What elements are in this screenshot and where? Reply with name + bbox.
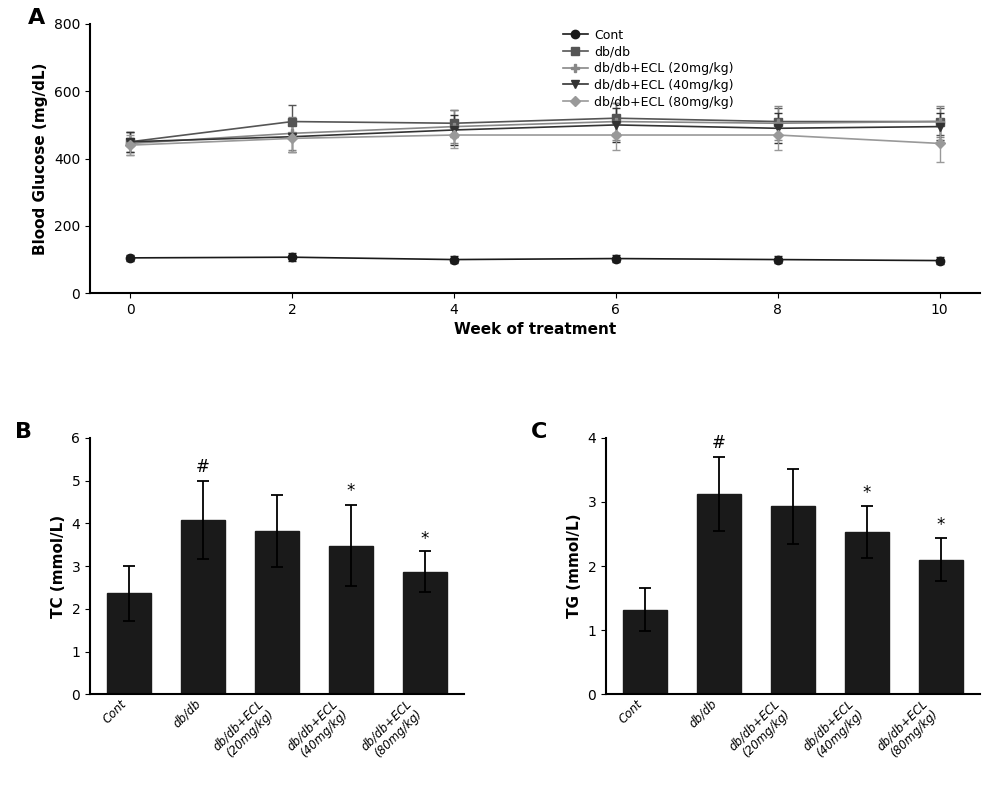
Text: A: A xyxy=(28,8,45,28)
Text: *: * xyxy=(937,516,945,534)
Bar xyxy=(329,546,373,694)
Text: *: * xyxy=(421,530,429,547)
Bar xyxy=(107,594,151,694)
Bar xyxy=(403,571,447,694)
Text: B: B xyxy=(15,422,32,442)
Bar xyxy=(919,559,963,694)
Y-axis label: TG (mmol/L): TG (mmol/L) xyxy=(567,514,582,618)
Text: *: * xyxy=(863,484,871,502)
Bar xyxy=(697,494,741,694)
Text: #: # xyxy=(196,458,210,476)
Bar xyxy=(771,507,815,694)
X-axis label: Week of treatment: Week of treatment xyxy=(454,322,616,338)
Bar xyxy=(623,610,667,694)
Y-axis label: TC (mmol/L): TC (mmol/L) xyxy=(51,515,66,618)
Text: #: # xyxy=(712,434,726,452)
Text: C: C xyxy=(531,422,548,442)
Y-axis label: Blood Glucose (mg/dL): Blood Glucose (mg/dL) xyxy=(33,62,48,255)
Bar xyxy=(181,519,225,694)
Text: *: * xyxy=(347,482,355,500)
Legend: Cont, db/db, db/db+ECL (20mg/kg), db/db+ECL (40mg/kg), db/db+ECL (80mg/kg): Cont, db/db, db/db+ECL (20mg/kg), db/db+… xyxy=(559,25,737,113)
Bar xyxy=(255,531,299,694)
Bar xyxy=(845,532,889,694)
